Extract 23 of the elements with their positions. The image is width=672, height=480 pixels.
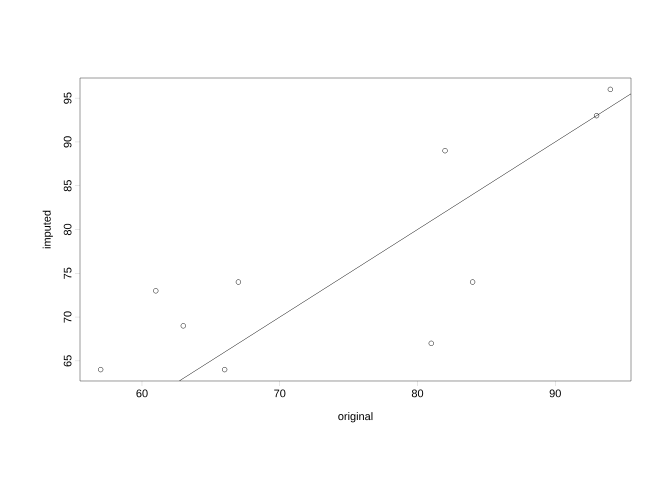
x-tick-label: 60 bbox=[136, 390, 148, 398]
x-tick-label: 80 bbox=[412, 390, 424, 398]
y-tick-label: 65 bbox=[64, 355, 72, 366]
point bbox=[442, 148, 448, 154]
point bbox=[222, 366, 228, 372]
y-tick-label: 75 bbox=[64, 268, 72, 279]
point bbox=[153, 288, 158, 294]
x-tick-label: 90 bbox=[550, 390, 561, 398]
point bbox=[594, 113, 600, 118]
y-axis-title: imputed bbox=[42, 210, 53, 248]
y-tick-label: 80 bbox=[64, 224, 72, 236]
x-tick-label: 70 bbox=[274, 390, 286, 398]
x-axis-title: original bbox=[338, 412, 372, 422]
point bbox=[98, 366, 104, 372]
point bbox=[180, 323, 186, 328]
point bbox=[470, 279, 476, 285]
y-tick-label: 85 bbox=[64, 180, 72, 192]
y-tick-label: 70 bbox=[64, 311, 72, 323]
point bbox=[236, 279, 242, 285]
point bbox=[608, 86, 613, 92]
y-tick-label: 90 bbox=[64, 136, 72, 148]
y-tick-label: 95 bbox=[64, 92, 72, 104]
point bbox=[428, 340, 434, 346]
